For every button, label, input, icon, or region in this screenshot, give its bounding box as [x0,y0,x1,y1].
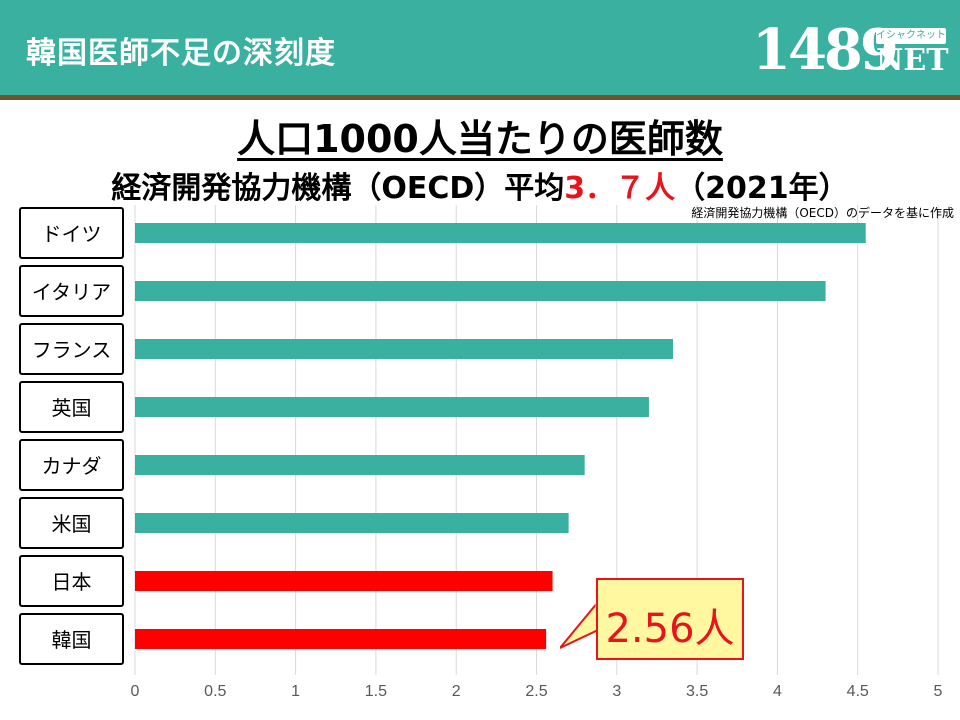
category-label: 英国 [52,396,92,420]
callout-text: 2.56人 [605,606,735,652]
x-tick-label: 3 [612,683,621,700]
header-divider [0,95,960,100]
x-tick-label: 0.5 [204,683,226,700]
logo-kana: イシャクネット [876,28,946,44]
category-label: 日本 [52,570,92,594]
category-box [19,381,124,433]
x-tick-label: 2 [452,683,461,700]
subtitle-prefix: 経済開発協力機構（OECD）平均 [111,171,565,206]
bar-1 [135,223,866,243]
x-tick-label: 1 [291,683,300,700]
x-tick-label: 3.5 [686,683,708,700]
source-note: 経済開発協力機構（OECD）のデータを基に作成 [691,206,954,220]
chart-title-text: 人口1000人当たりの医師数 [237,117,723,161]
korea-value-callout: 2.56人 [596,578,744,660]
category-label: 韓国 [52,628,92,652]
category-box [19,497,124,549]
logo-net: NET [876,43,949,78]
x-tick-label: 5 [934,683,943,700]
category-box [19,613,124,665]
subtitle-average: 3．７人 [564,171,676,206]
bar-5 [135,455,585,475]
header-banner [0,0,960,95]
x-tick-label: 4.5 [847,683,869,700]
category-label: フランス [32,338,112,362]
category-box [19,207,124,259]
category-box [19,439,124,491]
subtitle-suffix: （2021年） [675,171,849,206]
x-tick-label: 1.5 [365,683,387,700]
bar-4 [135,397,649,417]
chart-title: 人口1000人当たりの医師数 [0,108,960,163]
page-title: 韓国医師不足の深刻度 [26,36,336,71]
logo: 1489 イシャクネット NET [752,18,952,88]
chart-subtitle: 経済開発協力機構（OECD）平均3．７人（2021年） [0,163,960,207]
category-label: ドイツ [42,222,102,246]
category-box [19,265,124,317]
category-box [19,323,124,375]
x-tick-label: 4 [773,683,782,700]
bar-8 [135,629,547,649]
category-label: カナダ [42,454,102,478]
bar-7 [135,571,553,591]
bar-2 [135,281,826,301]
bar-chart: 0 0.5 1 1.5 2 2.5 3 3.5 4 4.5 5 ドイツイタリアフランス英国カナダ米国日… [19,205,943,700]
category-label: 米国 [52,512,92,536]
bar-3 [135,339,674,359]
bar-6 [135,513,569,533]
category-label: イタリア [32,280,111,304]
x-tick-label: 2.5 [525,683,547,700]
x-tick-label: 0 [131,683,140,700]
logo-number: 1489 [752,17,899,83]
category-box [19,555,124,607]
